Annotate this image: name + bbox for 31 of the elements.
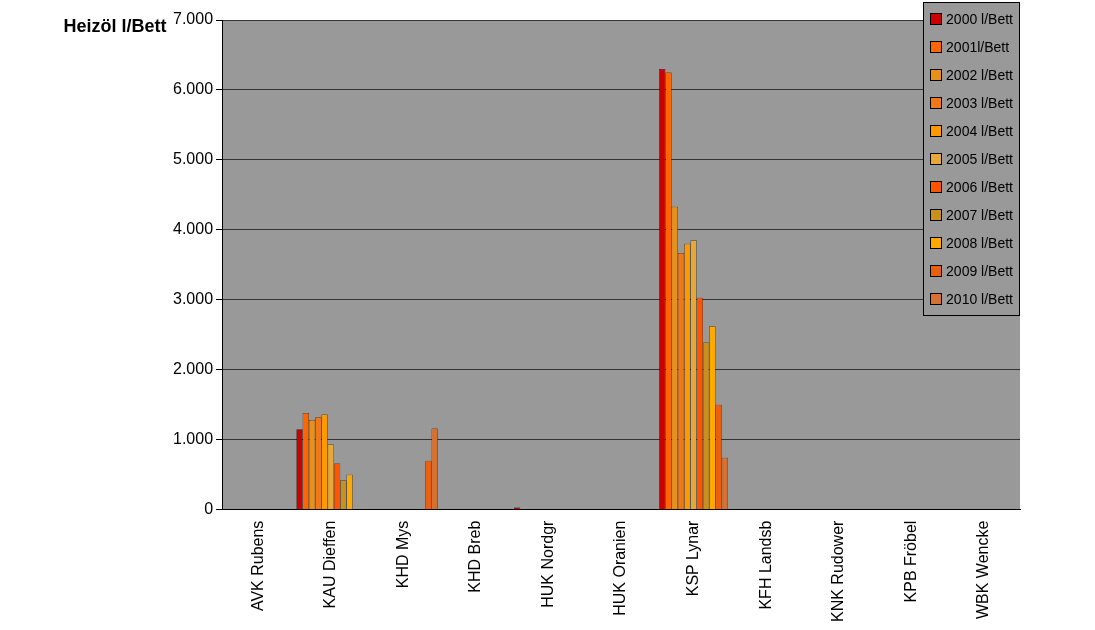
x-tick-label: HUK Oranien bbox=[611, 520, 629, 616]
x-tick-label: AVK Rubens bbox=[248, 520, 266, 612]
y-tick-label: 6.000 bbox=[172, 80, 214, 98]
y-tick-label: 0 bbox=[204, 500, 214, 518]
y-axis-title: Heizöl l/Bett bbox=[62, 15, 168, 38]
legend-label: 2005 l/Bett bbox=[946, 151, 1013, 167]
legend-label: 2010 l/Bett bbox=[946, 291, 1013, 307]
legend-label: 2007 l/Bett bbox=[946, 207, 1013, 223]
legend-label: 2009 l/Bett bbox=[946, 263, 1013, 279]
x-tick-label: KHD Breb bbox=[466, 520, 484, 593]
legend-label: 2003 l/Bett bbox=[946, 95, 1013, 111]
x-tick-label: KAU Dieffen bbox=[321, 520, 339, 609]
y-tick-label: 2.000 bbox=[172, 360, 214, 378]
x-tick-label: KNK Rudower bbox=[829, 519, 847, 622]
legend-label: 2002 l/Bett bbox=[946, 67, 1013, 83]
y-tick-label: 5.000 bbox=[172, 150, 214, 168]
x-tick-label: KHD Mys bbox=[393, 520, 411, 589]
x-tick-label: HUK Nordgr bbox=[538, 519, 556, 608]
x-tick-label: WBK Wencke bbox=[974, 520, 992, 620]
y-tick-label: 3.000 bbox=[172, 290, 214, 308]
legend-label: 2006 l/Bett bbox=[946, 179, 1013, 195]
y-tick-label: 4.000 bbox=[172, 220, 214, 238]
legend-label: 2008 l/Bett bbox=[946, 235, 1013, 251]
legend-label: 2004 l/Bett bbox=[946, 123, 1013, 139]
y-tick-label: 1.000 bbox=[172, 430, 214, 448]
x-tick-label: KFH Landsb bbox=[756, 520, 774, 610]
legend-label: 2001l/Bett bbox=[946, 39, 1010, 55]
legend-label: 2000 l/Bett bbox=[946, 11, 1013, 27]
x-tick-label: KSP Lynar bbox=[683, 519, 701, 597]
y-tick-label: 7.000 bbox=[172, 10, 214, 28]
x-tick-label: KPB Fröbel bbox=[901, 520, 919, 603]
